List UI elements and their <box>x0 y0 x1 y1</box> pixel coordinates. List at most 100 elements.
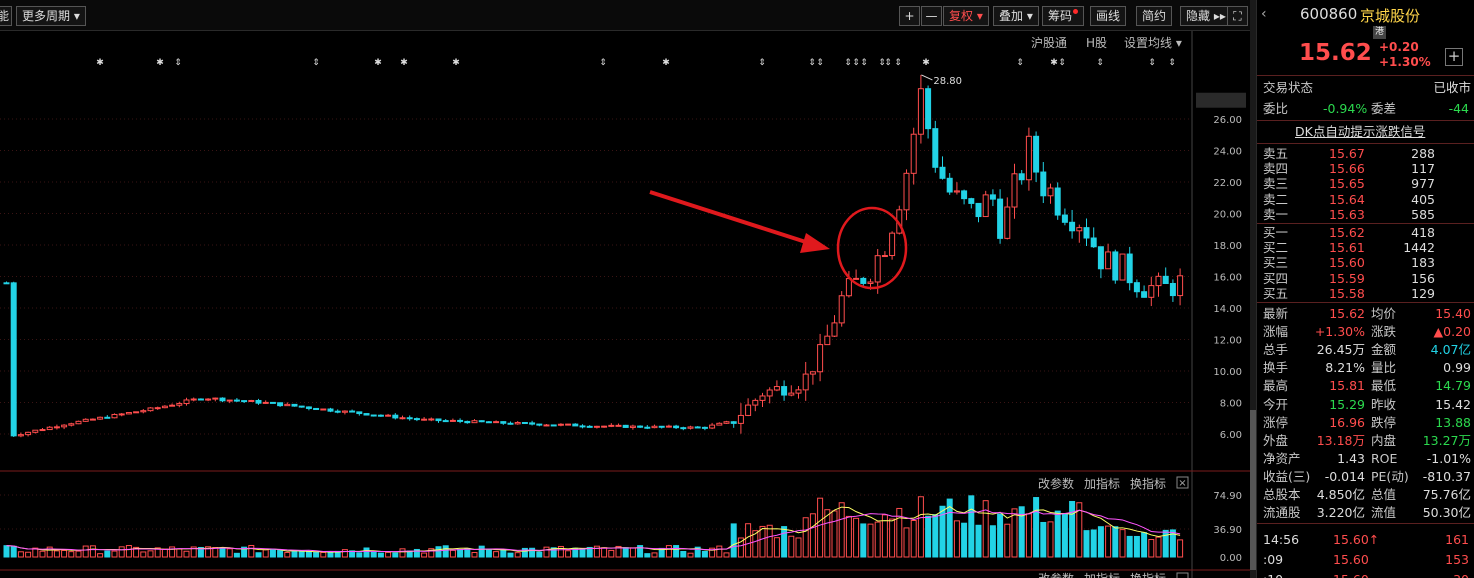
candle-body <box>953 190 960 193</box>
candle-body <box>190 398 197 401</box>
last-price: 15.62 <box>1299 40 1372 66</box>
candle-body <box>867 281 874 284</box>
buy-label: 买三 <box>1263 255 1289 271</box>
price-axis-label: 8.00 <box>1220 399 1242 410</box>
candle-body <box>305 406 312 409</box>
volume-bar <box>262 549 269 558</box>
candle-body <box>932 128 939 168</box>
volume-bar <box>946 498 953 558</box>
volume-bar <box>3 545 10 558</box>
scrollbar[interactable] <box>1250 0 1256 578</box>
volume-bar <box>557 545 564 558</box>
fullscreen-icon[interactable]: ⛶ <box>1227 6 1248 26</box>
candle-body <box>593 425 600 428</box>
candle-body <box>968 198 975 204</box>
draw-line-button[interactable]: 画线 <box>1090 6 1127 26</box>
price-axis-label: 16.00 <box>1213 273 1242 284</box>
volume-bar <box>140 551 147 558</box>
stat-row: 总股本 4.850亿 总值 75.76亿 <box>1257 486 1474 503</box>
tick-time: :09 <box>1263 552 1284 567</box>
candle-body <box>226 399 233 402</box>
stat-value: 14.79 <box>1435 378 1471 394</box>
candle-body <box>313 407 320 411</box>
hk-tag: 港 <box>1373 26 1386 39</box>
candle-body <box>572 423 579 427</box>
hide-button[interactable]: 隐藏 ▸▸ <box>1180 6 1232 26</box>
event-star-icon: ✱ <box>922 58 930 68</box>
zoom-in-button[interactable]: + <box>899 6 920 26</box>
volume-bar <box>507 552 514 558</box>
clipped-button[interactable]: 能 <box>0 6 12 26</box>
volume-bar <box>1162 529 1169 558</box>
stat-row: 净资产 1.43 ROE -1.01% <box>1257 450 1474 467</box>
candle-body <box>687 426 694 429</box>
fuquan-dropdown[interactable]: 复权 ▾ <box>943 6 989 26</box>
volume-bar <box>97 553 104 558</box>
event-arrow-icon: ⇕ <box>878 58 886 68</box>
stat-value: ▲0.20 <box>1433 324 1471 340</box>
candle-body <box>925 88 932 130</box>
candle-body <box>1148 285 1155 298</box>
hugutong-button: 沪股通 <box>1031 36 1067 50</box>
simple-button[interactable]: 简约 <box>1136 6 1173 26</box>
volume-bar <box>53 550 60 558</box>
candle-body <box>1004 206 1011 239</box>
volume-bar <box>809 513 816 558</box>
volume-bar <box>1054 510 1061 558</box>
stat-value: 16.96 <box>1329 414 1365 430</box>
event-arrow-icon: ⇕ <box>1096 58 1104 68</box>
buy-volume: 183 <box>1411 255 1435 271</box>
period-dropdown[interactable]: 更多周期 ▾ <box>16 6 86 26</box>
candle-body <box>1076 227 1083 232</box>
stat-label: 总值 <box>1371 487 1397 502</box>
volume-bar <box>1083 530 1090 558</box>
zoom-out-button[interactable]: — <box>921 6 942 26</box>
volume-bar <box>622 547 629 558</box>
volume-axis-label: 74.90 <box>1213 491 1242 502</box>
sell-price: 15.67 <box>1329 146 1365 161</box>
tick-row: :10 15.60 30 <box>1257 571 1474 578</box>
volume-bar <box>1105 525 1112 558</box>
volume-bar <box>118 546 125 558</box>
volume-bar <box>723 552 730 558</box>
kline-chart-area[interactable]: 27.1626.0024.0022.0020.0018.0016.0014.00… <box>0 31 1250 578</box>
volume-bar <box>1004 523 1011 558</box>
sell-volume: 405 <box>1411 191 1435 207</box>
tick-row: 14:56 15.60↑ 161 <box>1257 531 1474 548</box>
candle-body <box>975 202 982 218</box>
stat-label: 最高 <box>1263 378 1289 394</box>
volume-bar <box>269 549 276 558</box>
price-axis-label: 14.00 <box>1213 304 1242 315</box>
sell-volume: 585 <box>1411 206 1435 222</box>
volume-bar <box>61 549 68 558</box>
sell-row: 卖一 15.63 585 <box>1257 207 1474 222</box>
candle-body <box>809 371 816 375</box>
candle-body <box>759 395 766 401</box>
volume-bar <box>1033 497 1040 558</box>
candle-body <box>104 416 111 419</box>
add-watch-button[interactable]: + <box>1445 48 1463 66</box>
scrollbar-thumb[interactable] <box>1250 410 1256 570</box>
stat-value: 15.40 <box>1435 306 1471 321</box>
dk-signal-link[interactable]: DK点自动提示涨跌信号 <box>1295 124 1426 139</box>
stat-row: 总手 26.45万 金额 4.07亿 <box>1257 341 1474 358</box>
overlay-dropdown[interactable]: 叠加 ▾ <box>993 6 1039 26</box>
stat-row: 涨停 16.96 跌停 13.88 <box>1257 414 1474 431</box>
candle-body <box>723 421 730 424</box>
sell-volume: 288 <box>1411 146 1435 161</box>
buy-volume: 156 <box>1411 270 1435 286</box>
candle-body <box>579 425 586 428</box>
candle-body <box>1177 275 1184 297</box>
volume-bar <box>737 537 744 558</box>
candle-body <box>961 190 968 200</box>
volume-bar <box>1097 526 1104 558</box>
peak-pointer <box>921 74 933 81</box>
stat-value: 1.43 <box>1337 450 1365 466</box>
back-arrow-icon[interactable]: ‹ <box>1261 6 1267 22</box>
candle-body <box>788 392 795 396</box>
volume-bar <box>248 544 255 558</box>
candle-body <box>233 399 240 402</box>
chip-button[interactable]: 筹码 <box>1042 6 1085 26</box>
volume-bar <box>766 524 773 558</box>
candle-body <box>111 413 118 419</box>
